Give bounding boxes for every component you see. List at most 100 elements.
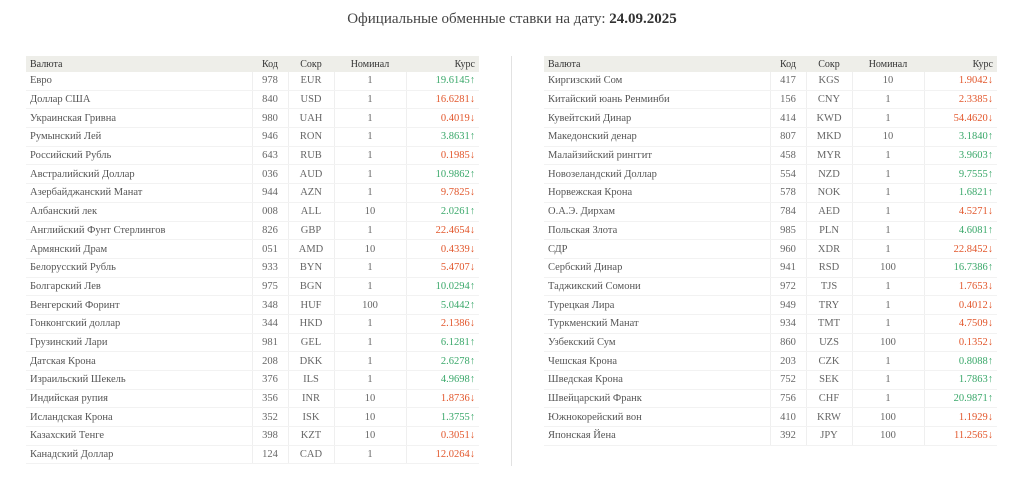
currency-name: Норвежская Крона — [544, 183, 770, 203]
currency-symbol: CAD — [287, 445, 334, 465]
currency-code: 934 — [769, 314, 806, 334]
currency-rate: 20.9871↑ — [923, 389, 997, 409]
currency-code: 840 — [251, 90, 288, 110]
currency-code: 348 — [251, 295, 288, 315]
table-row: Таджикский Сомони 972 TJS 1 1.7653↓ — [544, 277, 997, 297]
currency-nominal: 1 — [333, 314, 406, 334]
table-row: О.А.Э. Дирхам 784 AED 1 4.5271↓ — [544, 202, 997, 222]
table-row: Норвежская Крона 578 NOK 1 1.6821↑ — [544, 183, 997, 203]
currency-code: 376 — [251, 370, 288, 390]
currency-name: Болгарский Лев — [26, 277, 252, 297]
currency-symbol: GEL — [287, 333, 334, 353]
currency-code: 985 — [769, 221, 806, 241]
currency-symbol: AZN — [287, 183, 334, 203]
currency-name: Македонский денар — [544, 127, 770, 147]
table-row: Индийская рупия 356 INR 10 1.8736↓ — [26, 389, 479, 409]
table-row: Южнокорейский вон 410 KRW 100 1.1929↓ — [544, 407, 997, 428]
table-row: Доллар США 840 USD 1 16.6281↓ — [26, 90, 479, 110]
table-row: Израильский Шекель 376 ILS 1 4.9698↑ — [26, 370, 479, 390]
currency-rate: 5.4707↓ — [405, 258, 479, 278]
table-row: Английский Фунт Стерлингов 826 GBP 1 22.4654… — [26, 221, 479, 241]
currency-code: 414 — [769, 108, 806, 129]
currency-name: Азербайджанский Манат — [26, 183, 252, 203]
table-row: Канадский Доллар 124 CAD 1 12.0264↓ — [26, 445, 479, 465]
page-title-date: 24.09.2025 — [609, 11, 677, 27]
table-row: СДР 960 XDR 1 22.8452↓ — [544, 239, 997, 259]
table-row: Украинская Гривна 980 UAH 1 0.4019↓ — [26, 108, 479, 129]
currency-name: Датская Крона — [26, 351, 252, 371]
currency-name: Южнокорейский вон — [544, 407, 770, 428]
currency-code: 008 — [251, 202, 288, 222]
currency-code: 356 — [251, 389, 288, 409]
currency-symbol: KZT — [287, 426, 334, 446]
table-header-row: Валюта Код Сокр Номинал Курс — [544, 56, 997, 72]
currency-symbol: USD — [287, 90, 334, 110]
currency-nominal: 1 — [333, 127, 406, 147]
currency-code: 975 — [251, 277, 288, 297]
currency-nominal: 1 — [333, 221, 406, 241]
column-divider — [511, 56, 512, 466]
currency-symbol: MKD — [805, 127, 852, 147]
currency-code: 208 — [251, 351, 288, 371]
header-nominal: Номинал — [868, 58, 908, 70]
rates-table-right: Валюта Код Сокр Номинал Курс Киргизский … — [544, 56, 997, 446]
table-row: Датская Крона 208 DKK 1 2.6278↑ — [26, 351, 479, 371]
currency-code: 392 — [769, 426, 806, 446]
currency-code: 554 — [769, 164, 806, 185]
currency-name: Исландская Крона — [26, 407, 252, 428]
currency-code: 941 — [769, 258, 806, 278]
header-code: Код — [780, 58, 796, 70]
currency-code: 960 — [769, 239, 806, 259]
currency-symbol: TMT — [805, 314, 852, 334]
rates-table-left: Валюта Код Сокр Номинал Курс Евро 978 EUR 1… — [26, 56, 479, 465]
currency-code: 981 — [251, 333, 288, 353]
table-row: Российский Рубль 643 RUB 1 0.1985↓ — [26, 146, 479, 166]
currency-code: 860 — [769, 333, 806, 353]
currency-nominal: 1 — [851, 164, 924, 185]
currency-rate: 0.8088↑ — [923, 351, 997, 371]
table-row: Венгерский Форинт 348 HUF 100 5.0442↑ — [26, 295, 479, 315]
currency-name: О.А.Э. Дирхам — [544, 202, 770, 222]
currency-name: Польская Злота — [544, 221, 770, 241]
currency-rate: 3.1840↑ — [923, 127, 997, 147]
currency-rate: 1.9042↓ — [923, 72, 997, 91]
currency-rate: 0.4012↓ — [923, 295, 997, 315]
currency-symbol: KWD — [805, 108, 852, 129]
currency-symbol: KRW — [805, 407, 852, 428]
currency-nominal: 100 — [333, 295, 406, 315]
table-row: Гонконгский доллар 344 HKD 1 2.1386↓ — [26, 314, 479, 334]
currency-nominal: 1 — [851, 108, 924, 129]
table-row: Болгарский Лев 975 BGN 1 10.0294↑ — [26, 277, 479, 297]
currency-name: Сербский Динар — [544, 258, 770, 278]
currency-nominal: 1 — [851, 202, 924, 222]
currency-name: Туркменский Манат — [544, 314, 770, 334]
currency-name: Гонконгский доллар — [26, 314, 252, 334]
currency-rate: 4.5271↓ — [923, 202, 997, 222]
currency-rate: 22.4654↓ — [405, 221, 479, 241]
currency-code: 752 — [769, 370, 806, 390]
currency-nominal: 1 — [851, 295, 924, 315]
table-row: Албанский лек 008 ALL 10 2.0261↑ — [26, 202, 479, 222]
currency-code: 156 — [769, 90, 806, 110]
currency-nominal: 10 — [333, 202, 406, 222]
currency-name: Румынский Лей — [26, 127, 252, 147]
currency-rate: 0.4339↓ — [405, 239, 479, 259]
currency-nominal: 1 — [333, 370, 406, 390]
currency-symbol: ISK — [287, 407, 334, 428]
table-row: Малайзийский ринггит 458 MYR 1 3.9603↑ — [544, 146, 997, 166]
currency-code: 756 — [769, 389, 806, 409]
currency-symbol: NZD — [805, 164, 852, 185]
currency-nominal: 1 — [333, 164, 406, 185]
currency-symbol: CHF — [805, 389, 852, 409]
currency-nominal: 1 — [851, 370, 924, 390]
table-row: Грузинский Лари 981 GEL 1 6.1281↑ — [26, 333, 479, 353]
table-row: Армянский Драм 051 AMD 10 0.4339↓ — [26, 239, 479, 259]
currency-code: 946 — [251, 127, 288, 147]
currency-name: Евро — [26, 72, 252, 91]
currency-name: Кувейтский Динар — [544, 108, 770, 129]
currency-rate: 16.7386↑ — [923, 258, 997, 278]
currency-rate: 1.3755↑ — [405, 407, 479, 428]
currency-nominal: 1 — [851, 351, 924, 371]
currency-nominal: 1 — [851, 221, 924, 241]
currency-nominal: 1 — [333, 333, 406, 353]
